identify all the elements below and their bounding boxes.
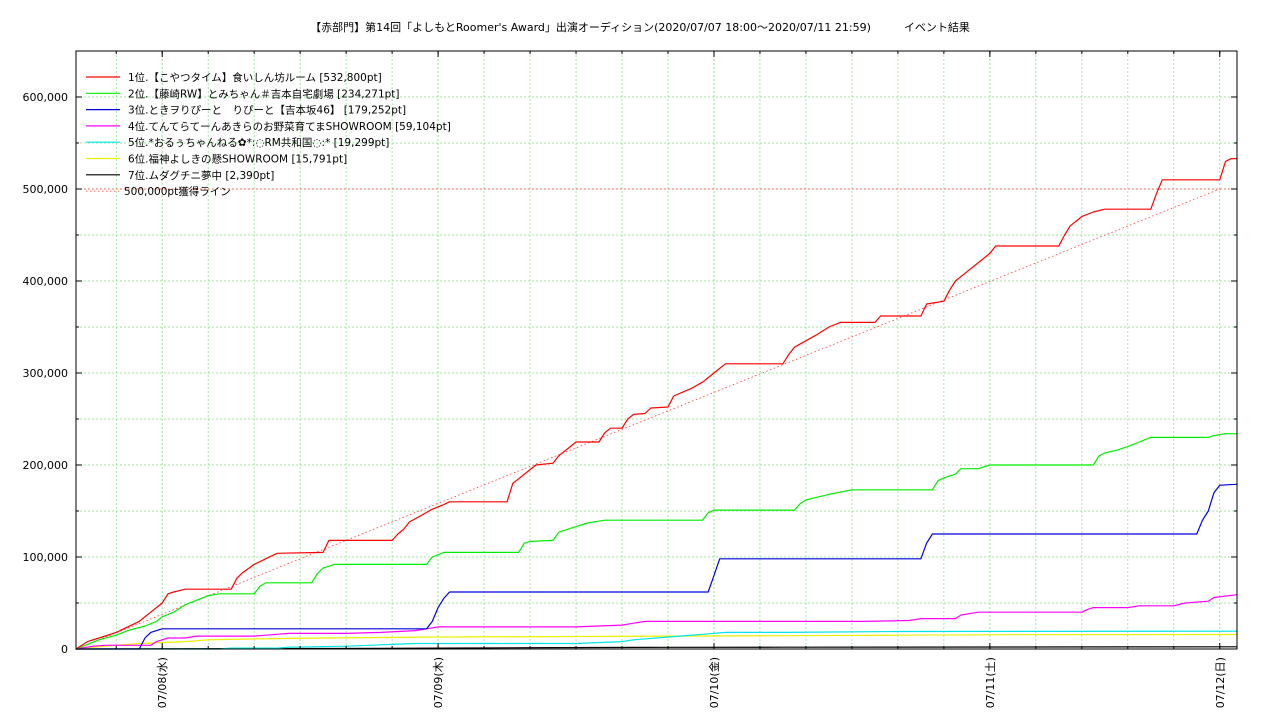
legend-label-target: 500,000pt獲得ライン	[124, 185, 231, 198]
legend-label-7: 7位.ムダグチニ夢中 [2,390pt]	[128, 169, 274, 182]
series-line-5	[76, 630, 1238, 650]
plot-frame	[75, 50, 1238, 650]
series-lines	[75, 158, 1238, 650]
series-line-7	[75, 646, 1238, 650]
legend: 1位.【こやつタイム】食いしん坊ルーム [532,800pt] 2位.【藤崎RW】…	[86, 71, 451, 198]
x-tick-label: 07/12(日)	[1214, 657, 1227, 708]
target-pace-line	[75, 188, 1220, 650]
x-tick-label: 07/08(水)	[156, 657, 169, 708]
y-tick-label: 100,000	[23, 551, 69, 564]
legend-label-6: 6位.福神よしきの懸SHOWROOM [15,791pt]	[128, 153, 347, 166]
axis-ticks: 0 100,000 200,000 300,000 400,000 500,000 600,…	[23, 51, 1237, 708]
reference-lines	[75, 188, 1237, 650]
legend-label-2: 2位.【藤崎RW】とみちゃん＃吉本自宅劇場 [234,271pt]	[128, 87, 400, 100]
grid-lines	[76, 51, 1237, 649]
series-line-1	[75, 158, 1237, 650]
y-tick-label: 400,000	[23, 275, 69, 288]
legend-label-5: 5位.*おるぅちゃんねる✿*:◌RM共和国◌:* [19,299pt]	[128, 136, 389, 149]
y-tick-label: 0	[61, 643, 68, 656]
series-line-3	[76, 483, 1238, 650]
chart-title: 【赤部門】第14回「よしもとRoomer's Award」出演オーディション(2…	[310, 21, 970, 34]
series-line-2	[75, 433, 1237, 650]
y-tick-label: 500,000	[23, 183, 69, 196]
legend-label-3: 3位.ときヲりぴーと りぴーと【吉本坂46】 [179,252pt]	[128, 104, 406, 117]
y-tick-label: 300,000	[23, 367, 69, 380]
y-tick-label: 200,000	[23, 459, 69, 472]
x-tick-label: 07/10(金)	[707, 657, 721, 708]
legend-label-1: 1位.【こやつタイム】食いしん坊ルーム [532,800pt]	[128, 71, 382, 84]
series-line-6	[75, 633, 1238, 650]
x-tick-label: 07/11(土)	[984, 657, 997, 708]
y-tick-label: 600,000	[23, 91, 69, 104]
series-line-4	[75, 594, 1238, 650]
x-tick-label: 07/09(木)	[432, 657, 445, 708]
legend-label-4: 4位.てんてらてーんあきらのお野菜育てまSHOWROOM [59,104pt]	[128, 120, 451, 133]
